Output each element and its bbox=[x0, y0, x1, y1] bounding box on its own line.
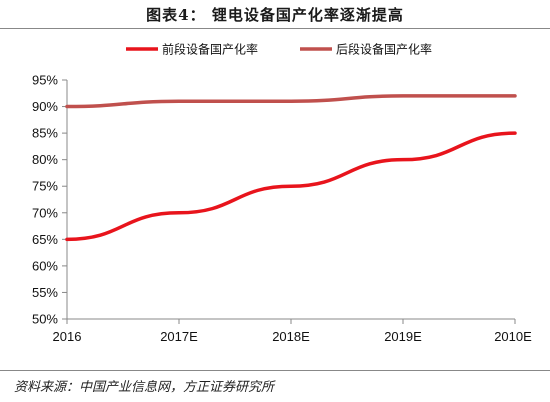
line-chart: 前段设备国产化率 后段设备国产化率 50% 55% 60% 65% 70% 75% 80% 85… bbox=[32, 42, 532, 345]
legend: 前段设备国产化率 后段设备国产化率 bbox=[126, 42, 432, 57]
y-tick-label: 65% bbox=[32, 232, 58, 247]
title-divider bbox=[0, 28, 550, 29]
y-tick-label: 55% bbox=[32, 285, 58, 300]
x-tick-label: 2019E bbox=[384, 329, 422, 344]
y-tick-label: 60% bbox=[32, 258, 58, 273]
x-tick-label: 2010E bbox=[494, 329, 532, 344]
y-tick-label: 80% bbox=[32, 152, 58, 167]
legend-label: 后段设备国产化率 bbox=[336, 42, 432, 57]
y-tick-label: 75% bbox=[32, 179, 58, 194]
y-tick-label: 95% bbox=[32, 73, 58, 88]
y-tick-label: 70% bbox=[32, 205, 58, 220]
y-tick-label: 85% bbox=[32, 126, 58, 141]
source-note: 资料来源：中国产业信息网，方正证券研究所 bbox=[14, 380, 275, 395]
series-group bbox=[65, 94, 517, 242]
x-tick-label: 2017E bbox=[160, 329, 198, 344]
y-tick-label: 90% bbox=[32, 99, 58, 114]
x-tick-label: 2016 bbox=[53, 329, 82, 344]
axes: 50% 55% 60% 65% 70% 75% 80% 85% 90% 95% 2016 2017E 2… bbox=[32, 73, 532, 345]
legend-label: 前段设备国产化率 bbox=[162, 42, 258, 57]
chart-title: 图表4： 锂电设备国产化率逐渐提高 bbox=[146, 6, 404, 24]
y-tick-label: 50% bbox=[32, 312, 58, 327]
x-tick-label: 2018E bbox=[272, 329, 310, 344]
source-divider bbox=[0, 370, 550, 371]
